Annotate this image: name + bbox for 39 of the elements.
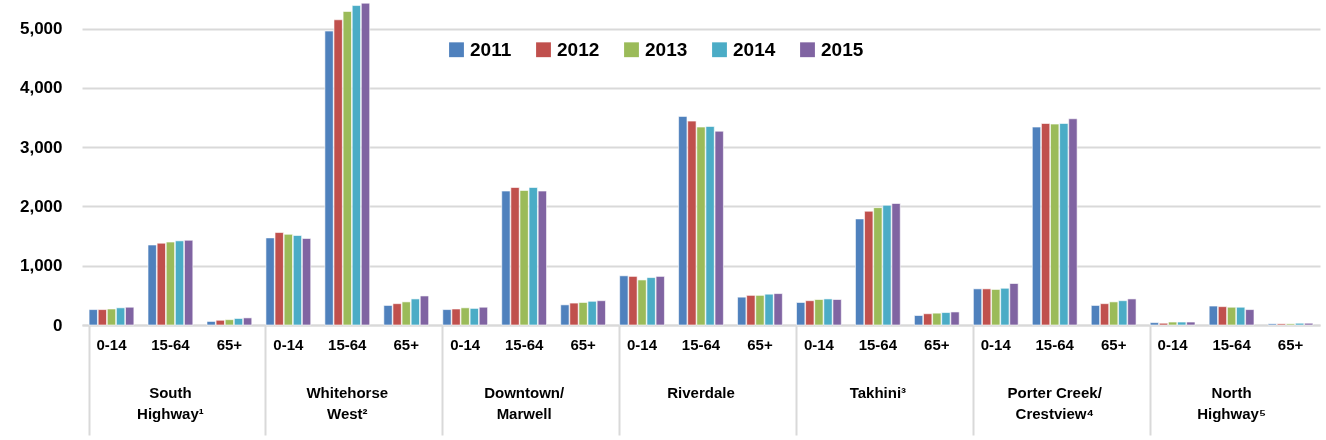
text: Porter Creek/ Crestview⁴ (1007, 384, 1103, 422)
y-tick-label: 0 (53, 315, 63, 335)
x-tick-label: 0-14 (803, 335, 835, 353)
x-tick-label: 65+ (1277, 335, 1304, 353)
x-tick-label: 15-64 (151, 335, 191, 353)
x-tick-label: 65+ (1100, 335, 1127, 353)
x-tick-label: 0-14 (450, 335, 481, 353)
x-tick-label: 0-14 (1157, 335, 1189, 353)
text: North Highway⁵ (1197, 384, 1266, 422)
x-tick-label: 65+ (924, 335, 950, 353)
legend-label: 2015 (821, 38, 864, 60)
x-tick-label: 15-64 (504, 335, 544, 353)
x-tick-label: 65+ (747, 335, 773, 353)
x-tick-label: 15-64 (1035, 335, 1075, 353)
text: Takhini³ (849, 384, 907, 401)
x-tick-label: 65+ (216, 335, 243, 353)
legend-label: 2013 (645, 38, 688, 60)
legend-label: 2014 (733, 38, 776, 60)
x-tick-label: 0-14 (273, 335, 304, 353)
x-tick-label: 0-14 (980, 335, 1012, 353)
x-tick-label: 15-64 (681, 335, 721, 353)
legend-label: 2012 (557, 38, 600, 60)
y-tick-label: 5,000 (19, 19, 63, 39)
y-tick-label: 3,000 (19, 137, 63, 157)
text: Whitehorse West² (306, 384, 389, 422)
y-tick-label: 1,000 (19, 256, 63, 276)
text: Downtown/ Marwell (484, 384, 565, 422)
x-tick-label: 15-64 (1212, 335, 1252, 353)
x-tick-label: 15-64 (328, 335, 368, 353)
x-tick-label: 65+ (570, 335, 597, 353)
x-tick-label: 65+ (393, 335, 420, 353)
x-tick-label: 0-14 (96, 335, 128, 353)
x-tick-label: 15-64 (858, 335, 898, 353)
y-tick-label: 2,000 (19, 196, 63, 216)
text: South Highway¹ (137, 384, 204, 422)
y-tick-label: 4,000 (19, 78, 63, 98)
x-tick-label: 0-14 (627, 335, 658, 353)
legend-label: 2011 (470, 38, 512, 60)
text: Riverdale (667, 384, 735, 401)
